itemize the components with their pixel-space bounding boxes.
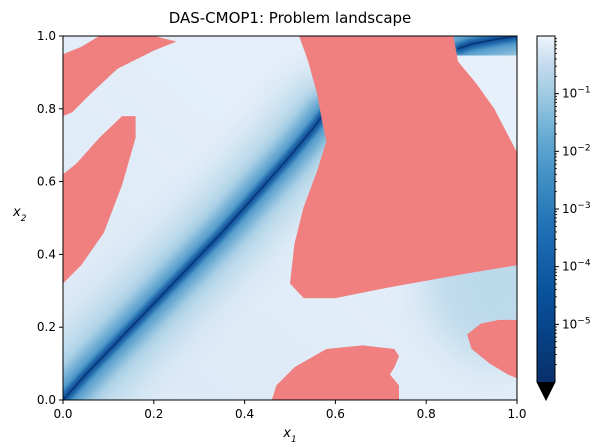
y-tick-label: 0.8 bbox=[37, 102, 56, 116]
y-tick-label: 0.6 bbox=[37, 175, 56, 189]
infeasible-region-2 bbox=[63, 116, 136, 284]
y-axis-label: x2 bbox=[12, 205, 27, 224]
plot-area bbox=[63, 36, 517, 400]
colorbar-frame bbox=[536, 35, 556, 402]
colorbar-tick-label: 10−2 bbox=[562, 143, 591, 158]
x-tick-label: 0.8 bbox=[417, 407, 436, 421]
colorbar-tick-label: 10−5 bbox=[562, 316, 591, 331]
infeasible-region-5 bbox=[467, 319, 517, 379]
y-tick-label: 0.4 bbox=[37, 247, 56, 261]
colorbar-ticks: 10−5 10−4 10−3 10−2 10−1 bbox=[555, 38, 591, 366]
x-axis-label: x1 bbox=[282, 426, 296, 444]
infeasible-region-4 bbox=[271, 345, 399, 400]
colorbar: 10−5 10−4 10−3 10−2 10−1 bbox=[536, 35, 591, 402]
x-tick-label: 0.2 bbox=[144, 407, 163, 421]
colorbar-extend-arrow bbox=[537, 382, 555, 400]
x-tick-label: 0.6 bbox=[326, 407, 345, 421]
plot-frame bbox=[62, 35, 518, 401]
y-tick-label: 1.0 bbox=[37, 29, 56, 43]
y-tick-label: 0.2 bbox=[37, 320, 56, 334]
y-axis: 0.0 0.2 0.4 0.6 0.8 1.0 bbox=[37, 29, 63, 407]
x-tick-label: 0.0 bbox=[53, 407, 72, 421]
colorbar-tick-label: 10−3 bbox=[562, 201, 591, 216]
infeasible-regions bbox=[63, 36, 517, 400]
optimal-front-line bbox=[457, 36, 517, 50]
colorbar-gradient bbox=[537, 36, 555, 382]
infeasible-region-1 bbox=[63, 36, 177, 117]
colorbar-tick-label: 10−4 bbox=[562, 259, 591, 274]
y-tick-label: 0.0 bbox=[37, 393, 56, 407]
infeasible-region-3 bbox=[290, 36, 517, 299]
x-tick-label: 1.0 bbox=[507, 407, 526, 421]
optimal-front-line bbox=[63, 110, 327, 400]
colorbar-tick-label: 10−1 bbox=[562, 86, 591, 101]
x-tick-label: 0.4 bbox=[235, 407, 254, 421]
chart-title: DAS-CMOP1: Problem landscape bbox=[169, 9, 412, 27]
x-axis: 0.0 0.2 0.4 0.6 0.8 1.0 bbox=[53, 400, 527, 421]
